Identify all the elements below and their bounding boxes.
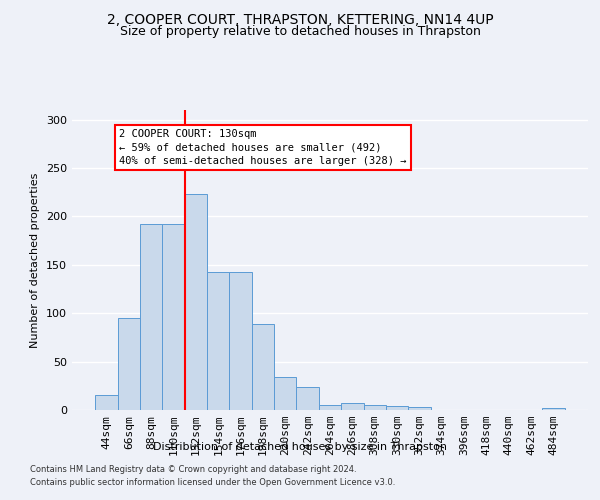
Text: Contains public sector information licensed under the Open Government Licence v3: Contains public sector information licen… bbox=[30, 478, 395, 487]
Text: Distribution of detached houses by size in Thrapston: Distribution of detached houses by size … bbox=[153, 442, 447, 452]
Bar bbox=[207, 272, 229, 410]
Bar bbox=[274, 377, 296, 410]
Text: Contains HM Land Registry data © Crown copyright and database right 2024.: Contains HM Land Registry data © Crown c… bbox=[30, 466, 356, 474]
Text: Size of property relative to detached houses in Thrapston: Size of property relative to detached ho… bbox=[119, 25, 481, 38]
Text: 2 COOPER COURT: 130sqm
← 59% of detached houses are smaller (492)
40% of semi-de: 2 COOPER COURT: 130sqm ← 59% of detached… bbox=[119, 130, 406, 166]
Bar bbox=[341, 403, 364, 410]
Bar bbox=[163, 224, 185, 410]
Bar bbox=[95, 396, 118, 410]
Bar bbox=[408, 407, 431, 410]
Bar bbox=[229, 272, 252, 410]
Bar bbox=[185, 194, 207, 410]
Bar bbox=[386, 406, 408, 410]
Bar bbox=[252, 324, 274, 410]
Y-axis label: Number of detached properties: Number of detached properties bbox=[31, 172, 40, 348]
Bar bbox=[364, 405, 386, 410]
Text: 2, COOPER COURT, THRAPSTON, KETTERING, NN14 4UP: 2, COOPER COURT, THRAPSTON, KETTERING, N… bbox=[107, 12, 493, 26]
Bar bbox=[542, 408, 565, 410]
Bar bbox=[118, 318, 140, 410]
Bar bbox=[140, 224, 163, 410]
Bar bbox=[319, 405, 341, 410]
Bar bbox=[296, 387, 319, 410]
